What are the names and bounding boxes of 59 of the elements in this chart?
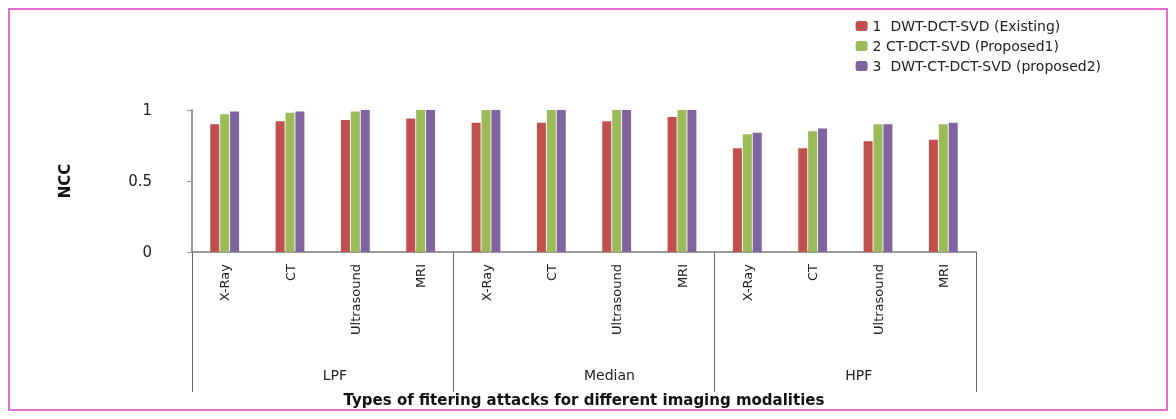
x-tick-label: X-Ray [739,263,755,302]
text: Median [584,367,635,383]
bar [808,131,818,252]
y-axis-title: NCC [55,163,74,199]
bar [546,110,556,252]
bar [491,110,501,252]
bar [350,111,360,252]
bar [285,112,295,252]
bar [360,110,370,252]
bar [928,139,938,252]
bar [210,124,220,252]
y-tick-label: 0.5 [128,172,152,190]
x-tick-label: CT [543,263,559,282]
x-tick-label: CT [805,263,821,282]
x-tick-label: X-Ray [478,263,494,302]
bar [230,111,240,252]
bar [798,148,808,252]
bar [732,148,742,252]
bar [948,122,958,252]
bar [863,141,873,252]
bar [602,121,612,252]
bar [536,122,546,252]
bar [622,110,632,252]
bar [612,110,622,252]
bar [275,121,285,252]
x-tick-label: Ultrasound [347,264,363,335]
bar [406,118,416,252]
x-tick-label: MRI [674,264,690,289]
bar [471,122,481,252]
legend-label: 2 CT-DCT-SVD (Proposed1) [872,38,1059,54]
bar [742,134,752,252]
x-axis-title: Types of fitering attacks for different imaging modalities [343,390,825,409]
x-tick-label: CT [282,263,298,282]
y-tick-label: 1 [142,101,152,119]
bar [295,111,305,252]
x-tick-label: MRI [413,264,429,289]
x-tick-label: X-Ray [217,263,233,302]
bar [416,110,426,252]
bar [220,114,230,252]
bar [340,119,350,252]
x-tick-label: MRI [935,264,951,289]
legend-label: 1 DWT-DCT-SVD (Existing) [872,18,1061,34]
x-tick-label: Ultrasound [870,264,886,335]
bar [667,117,677,252]
text: LPF [322,367,347,383]
bar [752,132,762,252]
bar [481,110,491,252]
bar [883,124,893,252]
x-tick-label: Ultrasound [609,264,625,335]
bar [687,110,697,252]
bar [873,124,883,252]
y-tick-label: 0 [142,243,152,261]
bar [938,124,948,252]
legend-label: 3 DWT-CT-DCT-SVD (proposed2) [872,58,1101,74]
bar [556,110,566,252]
bar [677,110,687,252]
bar [818,128,828,252]
text: HPF [845,367,873,383]
bar [426,110,436,252]
